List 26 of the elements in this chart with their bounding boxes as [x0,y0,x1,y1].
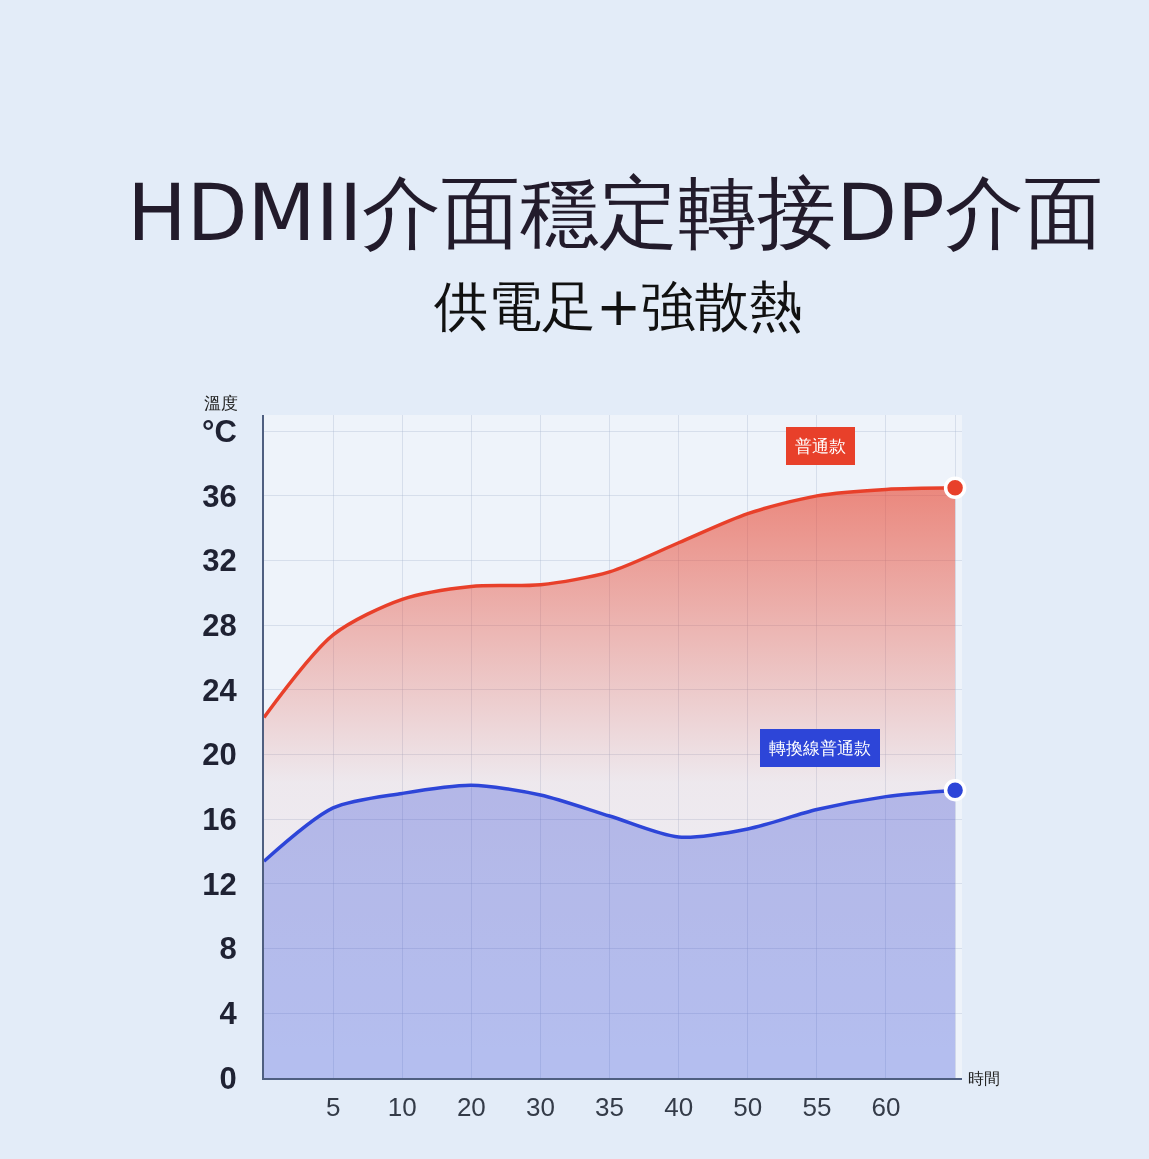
y-tick-label: 36 [202,478,237,514]
text: 普通款 [795,436,846,456]
chart-subtitle: 供電足+強散熱 [434,275,804,338]
y-tick-label: 12 [202,866,237,902]
x-tick-label: 20 [456,1092,486,1123]
y-tick-label: 32 [202,543,237,579]
x-tick-label: 50 [733,1092,763,1123]
x-tick-label: 55 [802,1092,832,1123]
y-tick-label: °C [202,414,237,450]
x-tick-label: 5 [325,1092,341,1123]
x-tick-label: 40 [664,1092,694,1123]
x-tick-label: 35 [595,1092,624,1123]
y-tick-label: 8 [219,931,237,967]
y-tick-label: 20 [202,737,237,773]
y-tick-label: 0 [219,1060,237,1096]
x-tick-label: 10 [387,1092,417,1123]
y-tick-label: 16 [202,802,237,838]
y-tick-label: 28 [202,608,237,644]
x-tick-label: 30 [525,1092,555,1123]
y-axis-title: 溫度 [204,393,238,413]
chart-title: HDMII介面穩定轉接DP介面 [127,166,1103,259]
y-tick-label: 4 [219,996,238,1032]
y-tick-label: 24 [202,672,238,708]
text: 轉換線普通款 [769,738,871,758]
x-axis-title: 時間 [968,1069,1000,1088]
x-tick-label: 60 [871,1092,901,1123]
